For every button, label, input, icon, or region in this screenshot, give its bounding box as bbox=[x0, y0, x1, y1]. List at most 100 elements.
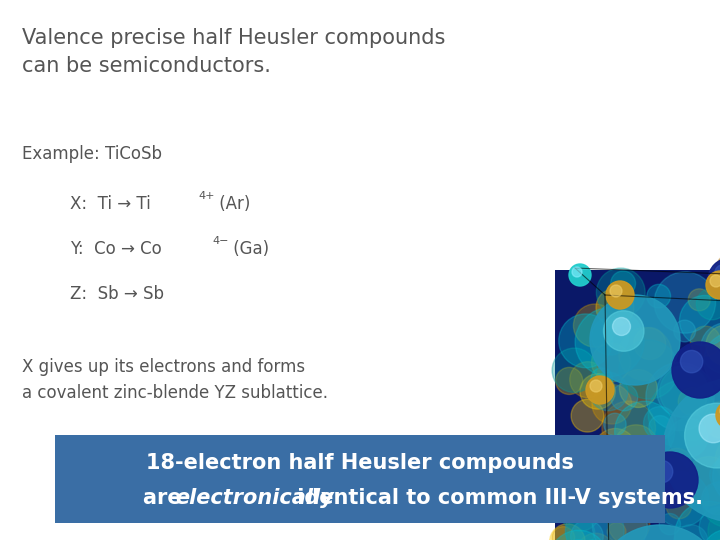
Circle shape bbox=[619, 340, 678, 399]
Circle shape bbox=[714, 265, 720, 282]
Circle shape bbox=[704, 401, 720, 438]
Circle shape bbox=[680, 350, 703, 373]
Circle shape bbox=[592, 384, 631, 424]
Circle shape bbox=[570, 483, 598, 512]
Circle shape bbox=[644, 407, 676, 440]
Circle shape bbox=[713, 445, 720, 507]
Circle shape bbox=[666, 494, 692, 519]
Circle shape bbox=[549, 524, 585, 540]
Text: identical to common III-V systems.: identical to common III-V systems. bbox=[290, 488, 703, 508]
Circle shape bbox=[596, 268, 645, 317]
Circle shape bbox=[577, 533, 614, 540]
Circle shape bbox=[613, 318, 631, 335]
Circle shape bbox=[618, 327, 672, 381]
Circle shape bbox=[678, 388, 706, 416]
Text: 4−: 4− bbox=[212, 236, 228, 246]
Circle shape bbox=[566, 439, 588, 461]
Circle shape bbox=[685, 457, 720, 505]
Circle shape bbox=[649, 416, 672, 438]
Circle shape bbox=[606, 281, 634, 309]
Circle shape bbox=[701, 323, 720, 374]
Text: Y:  Co → Co: Y: Co → Co bbox=[70, 240, 162, 258]
Circle shape bbox=[663, 378, 720, 522]
Circle shape bbox=[591, 368, 613, 389]
Circle shape bbox=[660, 366, 711, 417]
Circle shape bbox=[603, 310, 644, 351]
Circle shape bbox=[571, 400, 604, 432]
Circle shape bbox=[590, 380, 602, 392]
Circle shape bbox=[646, 362, 714, 431]
Text: electronically: electronically bbox=[176, 488, 334, 508]
Circle shape bbox=[595, 525, 720, 540]
Circle shape bbox=[710, 275, 720, 287]
Circle shape bbox=[590, 295, 680, 385]
Circle shape bbox=[654, 472, 709, 527]
Circle shape bbox=[591, 476, 619, 504]
Circle shape bbox=[702, 482, 720, 515]
Circle shape bbox=[708, 258, 720, 302]
Circle shape bbox=[595, 480, 607, 492]
Circle shape bbox=[708, 508, 720, 540]
Circle shape bbox=[688, 289, 710, 311]
Circle shape bbox=[565, 501, 624, 540]
Circle shape bbox=[589, 372, 628, 411]
Circle shape bbox=[702, 530, 720, 540]
Circle shape bbox=[572, 267, 582, 277]
Circle shape bbox=[674, 320, 696, 342]
Circle shape bbox=[586, 376, 614, 404]
Circle shape bbox=[552, 526, 575, 540]
Bar bbox=[55, 435, 665, 523]
Circle shape bbox=[710, 458, 720, 491]
Circle shape bbox=[638, 463, 669, 494]
Circle shape bbox=[594, 429, 636, 471]
Circle shape bbox=[592, 343, 631, 382]
Circle shape bbox=[710, 539, 720, 540]
Circle shape bbox=[706, 271, 720, 299]
Circle shape bbox=[602, 401, 655, 455]
Circle shape bbox=[608, 503, 650, 540]
Circle shape bbox=[570, 362, 606, 397]
Circle shape bbox=[685, 403, 720, 468]
Circle shape bbox=[613, 425, 658, 470]
Circle shape bbox=[690, 326, 720, 356]
Circle shape bbox=[560, 491, 600, 531]
Text: Valence precise half Heusler compounds
can be semiconductors.: Valence precise half Heusler compounds c… bbox=[22, 28, 446, 76]
Circle shape bbox=[607, 523, 626, 540]
Text: X:  Ti → Ti: X: Ti → Ti bbox=[70, 195, 150, 213]
Circle shape bbox=[660, 514, 680, 535]
Circle shape bbox=[611, 271, 636, 296]
Text: 4+: 4+ bbox=[198, 191, 215, 201]
Circle shape bbox=[703, 480, 720, 527]
Circle shape bbox=[699, 507, 720, 540]
Circle shape bbox=[573, 304, 616, 347]
Text: (Ar): (Ar) bbox=[214, 195, 251, 213]
Circle shape bbox=[596, 288, 634, 327]
Circle shape bbox=[657, 366, 708, 417]
Circle shape bbox=[678, 414, 706, 441]
Circle shape bbox=[607, 454, 637, 484]
Circle shape bbox=[648, 380, 716, 448]
Circle shape bbox=[552, 348, 597, 393]
Circle shape bbox=[604, 413, 626, 436]
Circle shape bbox=[674, 525, 708, 540]
Circle shape bbox=[593, 500, 647, 540]
Circle shape bbox=[549, 530, 608, 540]
Circle shape bbox=[696, 288, 720, 320]
Circle shape bbox=[654, 272, 716, 333]
Bar bbox=[555, 270, 720, 540]
Circle shape bbox=[559, 314, 613, 368]
Circle shape bbox=[672, 342, 720, 398]
Circle shape bbox=[662, 448, 691, 477]
Circle shape bbox=[619, 369, 657, 408]
Circle shape bbox=[716, 401, 720, 429]
Circle shape bbox=[634, 328, 666, 360]
Circle shape bbox=[711, 258, 720, 304]
Circle shape bbox=[706, 325, 720, 366]
Circle shape bbox=[569, 264, 591, 286]
Circle shape bbox=[580, 374, 616, 409]
Circle shape bbox=[569, 442, 579, 452]
Circle shape bbox=[713, 452, 720, 502]
Circle shape bbox=[647, 285, 670, 308]
Circle shape bbox=[675, 501, 720, 540]
Circle shape bbox=[611, 384, 638, 411]
